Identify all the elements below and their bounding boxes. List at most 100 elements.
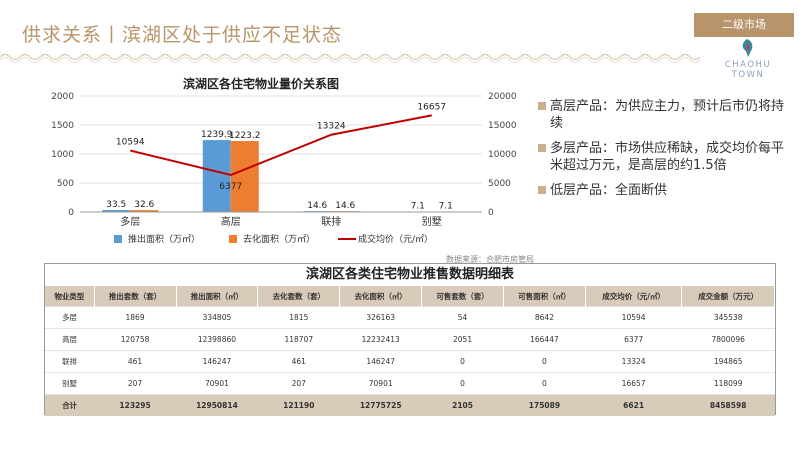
chart-legend: 推出面积（万㎡） 去化面积（万㎡） 成交均价（元/㎡） xyxy=(114,233,433,245)
chart-line: 10594 6377 13324 16657 xyxy=(116,102,446,192)
table-header-row: 物业类型 推出套数（套） 推出面积（㎡） 去化套数（套） 去化面积（㎡） 可售套… xyxy=(45,286,775,307)
x-tick-label: 别墅 xyxy=(422,216,442,228)
brand-logo: CHAOHU TOWN xyxy=(712,34,784,80)
legend-label: 成交均价（元/㎡） xyxy=(358,233,433,245)
table-cell: 12950814 xyxy=(176,394,258,416)
table-total-row: 合计 123295 12950814 121190 12775725 2105 … xyxy=(45,394,775,416)
table-cell: 146247 xyxy=(176,350,258,373)
table-cell: 166447 xyxy=(503,328,586,351)
bar-sold xyxy=(230,141,259,212)
table-cell: 8642 xyxy=(503,306,586,329)
decorative-wave-divider xyxy=(0,53,701,63)
table-cell: 12398860 xyxy=(176,328,258,351)
y-right-tick-label: 10000 xyxy=(488,150,517,160)
table-cell: 多层 xyxy=(45,306,95,329)
table-cell: 207 xyxy=(94,372,176,395)
insight-item-high-rise: 高层产品：为供应主力，预计后市仍将持续 xyxy=(538,98,788,132)
table-cell: 70901 xyxy=(339,372,422,395)
table-cell: 146247 xyxy=(339,350,422,373)
table-cell: 2105 xyxy=(421,394,504,416)
legend-swatch xyxy=(114,235,122,243)
page-title: 供求关系丨滨湖区处于供应不足状态 xyxy=(22,24,343,46)
insight-item-multi-story: 多层产品：市场供应稀缺，成交均价每平米超过万元，是高层的约1.5倍 xyxy=(538,140,788,174)
legend-label: 推出面积（万㎡） xyxy=(128,233,200,245)
legend-swatch xyxy=(229,235,237,243)
chart-source-note: 数据来源：合肥市房管局 xyxy=(446,254,534,264)
table-cell: 7800096 xyxy=(681,328,775,351)
table-cell: 0 xyxy=(503,350,586,373)
table-cell: 461 xyxy=(94,350,176,373)
table-header-cell: 可售套数（套） xyxy=(421,286,504,307)
bar-data-label: 1239.9 xyxy=(201,130,233,140)
table-header-cell: 成交金额（万元） xyxy=(681,286,775,307)
bar-data-label: 32.6 xyxy=(134,200,154,210)
bar-sold xyxy=(130,210,159,212)
table-cell: 6621 xyxy=(585,394,682,416)
bar-data-label: 14.6 xyxy=(335,201,355,211)
x-tick-label: 多层 xyxy=(120,215,140,228)
bar-data-label: 33.5 xyxy=(106,200,126,210)
table-row: 别墅 207 70901 207 70901 0 0 16657 118099 xyxy=(45,372,775,395)
y-left-tick-label: 2000 xyxy=(51,92,74,102)
table-cell: 334805 xyxy=(176,306,258,329)
logo-text: CHAOHU TOWN xyxy=(724,60,772,80)
chart-title: 滨湖区各住宅物业量价关系图 xyxy=(183,76,339,91)
table-row: 高层 120758 12398860 118707 12232413 2051 … xyxy=(45,328,775,351)
y-right-tick-label: 15000 xyxy=(488,121,517,131)
table-cell: 120758 xyxy=(94,328,176,351)
detail-table-panel: 滨湖区各类住宅物业推售数据明细表 物业类型 推出套数（套） 推出面积（㎡） 去化… xyxy=(44,263,776,416)
bar-launched xyxy=(102,210,131,212)
table-cell: 12775725 xyxy=(339,394,422,416)
y-right-tick-label: 20000 xyxy=(488,92,517,102)
bar-data-label: 14.6 xyxy=(307,201,327,211)
table-header-cell: 去化面积（㎡） xyxy=(339,286,423,307)
bar-data-label: 7.1 xyxy=(439,202,453,212)
table-cell: 461 xyxy=(257,350,340,373)
insight-list: 高层产品：为供应主力，预计后市仍将持续 多层产品：市场供应稀缺，成交均价每平米超… xyxy=(538,98,788,207)
table-row: 多层 1869 334805 1815 326163 54 8642 10594… xyxy=(45,306,775,329)
table-cell: 0 xyxy=(421,372,504,395)
table-title: 滨湖区各类住宅物业推售数据明细表 xyxy=(305,267,514,282)
table-cell: 175089 xyxy=(503,394,586,416)
y-left-tick-label: 1500 xyxy=(51,121,74,131)
table-header-cell: 去化套数（套） xyxy=(257,286,341,307)
y-right-tick-label: 5000 xyxy=(488,179,511,189)
table-cell: 121190 xyxy=(257,394,340,416)
table-cell: 1815 xyxy=(257,306,340,329)
line-data-label: 16657 xyxy=(417,102,446,112)
section-tag: 二级市场 xyxy=(694,13,794,37)
y-left-tick-label: 500 xyxy=(57,179,74,189)
table-cell: 10594 xyxy=(585,306,682,329)
table-header-cell: 可售面积（㎡） xyxy=(503,286,586,307)
table-cell: 118707 xyxy=(257,328,340,351)
table-row: 联排 461 146247 461 146247 0 0 13324 19486… xyxy=(45,350,775,373)
table-cell: 1869 xyxy=(94,306,176,329)
table-cell: 6377 xyxy=(585,328,682,351)
table-cell: 70901 xyxy=(176,372,258,395)
table-header-cell: 推出面积（㎡） xyxy=(176,286,259,307)
bird-logo-icon xyxy=(742,39,753,57)
line-data-label: 13324 xyxy=(317,122,346,132)
table-cell: 345538 xyxy=(681,306,775,329)
legend-label: 去化面积（万㎡） xyxy=(243,233,315,245)
y-left-tick-label: 0 xyxy=(68,208,74,218)
bar-data-label: 1223.2 xyxy=(229,131,261,141)
table-cell: 326163 xyxy=(339,306,422,329)
x-tick-label: 高层 xyxy=(221,215,241,228)
table-cell: 别墅 xyxy=(45,372,95,395)
table-cell: 高层 xyxy=(45,328,95,351)
y-right-tick-label: 0 xyxy=(488,208,494,218)
table-cell: 118099 xyxy=(681,372,775,395)
table-cell: 12232413 xyxy=(339,328,422,351)
table-cell: 13324 xyxy=(585,350,682,373)
table-cell: 207 xyxy=(257,372,340,395)
table-cell: 0 xyxy=(503,372,586,395)
table-header-cell: 成交均价（元/㎡） xyxy=(585,286,683,307)
insight-item-low-rise: 低层产品：全面断供 xyxy=(538,182,788,199)
line-data-label: 10594 xyxy=(116,138,145,148)
bar-launched xyxy=(202,140,231,212)
line-data-label: 6377 xyxy=(219,182,242,192)
